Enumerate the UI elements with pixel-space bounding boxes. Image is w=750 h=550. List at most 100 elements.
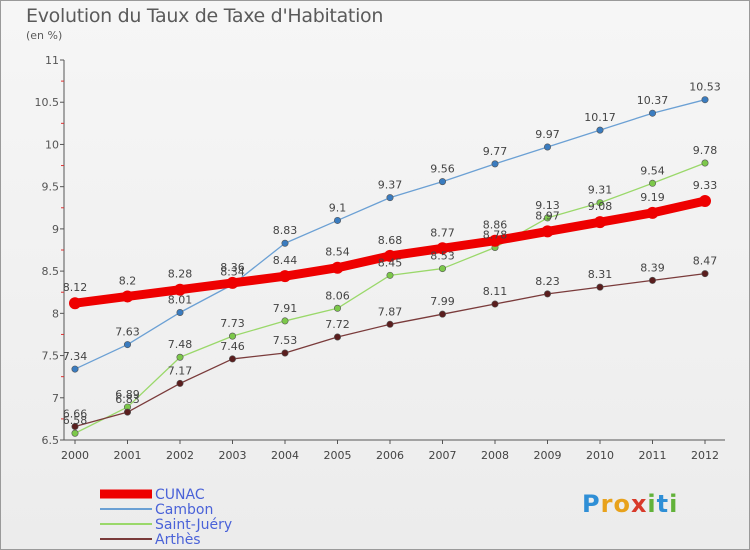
- y-tick-label: 7: [52, 392, 59, 405]
- y-tick-label: 10: [45, 138, 59, 151]
- series-saint-ju-ry: [71, 159, 709, 437]
- data-point: [229, 355, 237, 363]
- data-label: 8.28: [168, 268, 193, 281]
- data-point: [71, 429, 79, 437]
- x-tick-label: 2000: [61, 449, 89, 462]
- series-arth-s: [71, 270, 709, 430]
- data-label: 7.87: [378, 305, 403, 318]
- legend-item: Cambon: [100, 502, 213, 518]
- data-point: [701, 159, 709, 167]
- logo-letter: i: [669, 490, 679, 518]
- x-tick-label: 2002: [166, 449, 194, 462]
- data-point: [541, 225, 554, 238]
- x-tick-label: 2010: [586, 449, 614, 462]
- data-label: 7.72: [325, 318, 350, 331]
- series-cunac: [69, 195, 711, 310]
- data-label: 8.36: [220, 261, 245, 274]
- data-label: 8.47: [693, 255, 718, 268]
- data-point: [281, 239, 289, 247]
- chart-title: Evolution du Taux de Taxe d'Habitation: [26, 5, 384, 27]
- data-point: [543, 143, 551, 151]
- y-tick-label: 8: [52, 307, 59, 320]
- x-tick-label: 2003: [219, 449, 247, 462]
- data-label: 9.37: [378, 179, 403, 192]
- data-label: 6.83: [115, 393, 140, 406]
- data-point: [701, 270, 709, 278]
- data-point: [699, 195, 711, 208]
- data-label: 7.91: [273, 302, 298, 315]
- data-label: 9.56: [430, 163, 455, 176]
- data-label: 8.01: [168, 293, 193, 306]
- x-tick-label: 2005: [324, 449, 352, 462]
- data-point: [176, 308, 184, 316]
- data-point: [333, 333, 341, 341]
- data-label: 8.68: [378, 234, 403, 247]
- data-label: 7.34: [63, 350, 88, 363]
- data-point: [438, 178, 446, 186]
- data-label: 10.17: [584, 111, 616, 124]
- logo-letter: o: [613, 490, 631, 518]
- data-point: [279, 270, 291, 283]
- axes: 6.5 7 7.5 8 8.5 9 9.5 10 10.5 11 2000 2001 2002 2003 2…: [35, 54, 725, 462]
- y-tick-label: 11: [45, 54, 59, 67]
- data-point: [648, 109, 656, 117]
- data-point: [438, 265, 446, 273]
- data-point: [594, 216, 606, 229]
- logo-letter: P: [582, 490, 601, 518]
- data-label: 6.89: [115, 388, 140, 401]
- data-label: 8.86: [483, 219, 508, 232]
- data-point: [124, 408, 132, 416]
- data-label: 7.63: [115, 326, 140, 339]
- data-point: [281, 349, 289, 357]
- logo-letter: i: [647, 490, 657, 518]
- data-point: [386, 194, 394, 202]
- legend-label: CUNAC: [155, 487, 205, 503]
- data-point: [226, 276, 239, 289]
- data-label: 8.2: [119, 274, 137, 287]
- data-label: 10.53: [689, 81, 721, 94]
- data-point: [331, 261, 344, 274]
- data-label: 7.17: [168, 364, 193, 377]
- data-label: 8.31: [588, 268, 613, 281]
- legend-item: CUNAC: [100, 487, 205, 503]
- data-label: 7.46: [220, 340, 245, 353]
- data-label: 9.97: [535, 128, 560, 141]
- y-tick-label: 10.5: [35, 96, 60, 109]
- x-tick-label: 2007: [429, 449, 457, 462]
- x-tick-label: 2006: [376, 449, 404, 462]
- data-label: 9.19: [640, 191, 665, 204]
- x-tick-label: 2008: [481, 449, 509, 462]
- data-label: 8.78: [483, 228, 508, 241]
- y-tick-label: 9.5: [42, 181, 60, 194]
- data-point: [281, 317, 289, 325]
- data-label: 8.77: [430, 226, 455, 239]
- data-point: [333, 216, 341, 224]
- data-point: [124, 341, 132, 349]
- data-label: 9.1: [329, 201, 347, 214]
- data-point: [386, 271, 394, 279]
- data-point: [596, 126, 604, 134]
- data-label: 8.44: [273, 254, 298, 267]
- data-label: 8.53: [430, 250, 455, 263]
- proxiti-logo: Proxiti: [582, 490, 678, 518]
- logo-letter: r: [600, 490, 614, 518]
- data-label: 9.13: [535, 199, 560, 212]
- y-tick-label: 6.5: [42, 434, 60, 447]
- data-label: 8.45: [378, 256, 403, 269]
- data-point: [648, 179, 656, 187]
- y-tick-label: 7.5: [42, 350, 60, 363]
- data-point: [438, 310, 446, 318]
- data-point: [121, 290, 134, 303]
- data-label: 9.33: [693, 179, 718, 192]
- data-label: 7.99: [430, 295, 455, 308]
- legend-item: Saint-Juéry: [100, 517, 232, 533]
- data-label: 7.53: [273, 334, 298, 347]
- data-label: 6.58: [63, 414, 88, 427]
- data-point: [491, 300, 499, 308]
- data-point: [646, 206, 659, 219]
- x-tick-label: 2011: [639, 449, 667, 462]
- data-label: 8.23: [535, 275, 560, 288]
- data-point: [176, 379, 184, 387]
